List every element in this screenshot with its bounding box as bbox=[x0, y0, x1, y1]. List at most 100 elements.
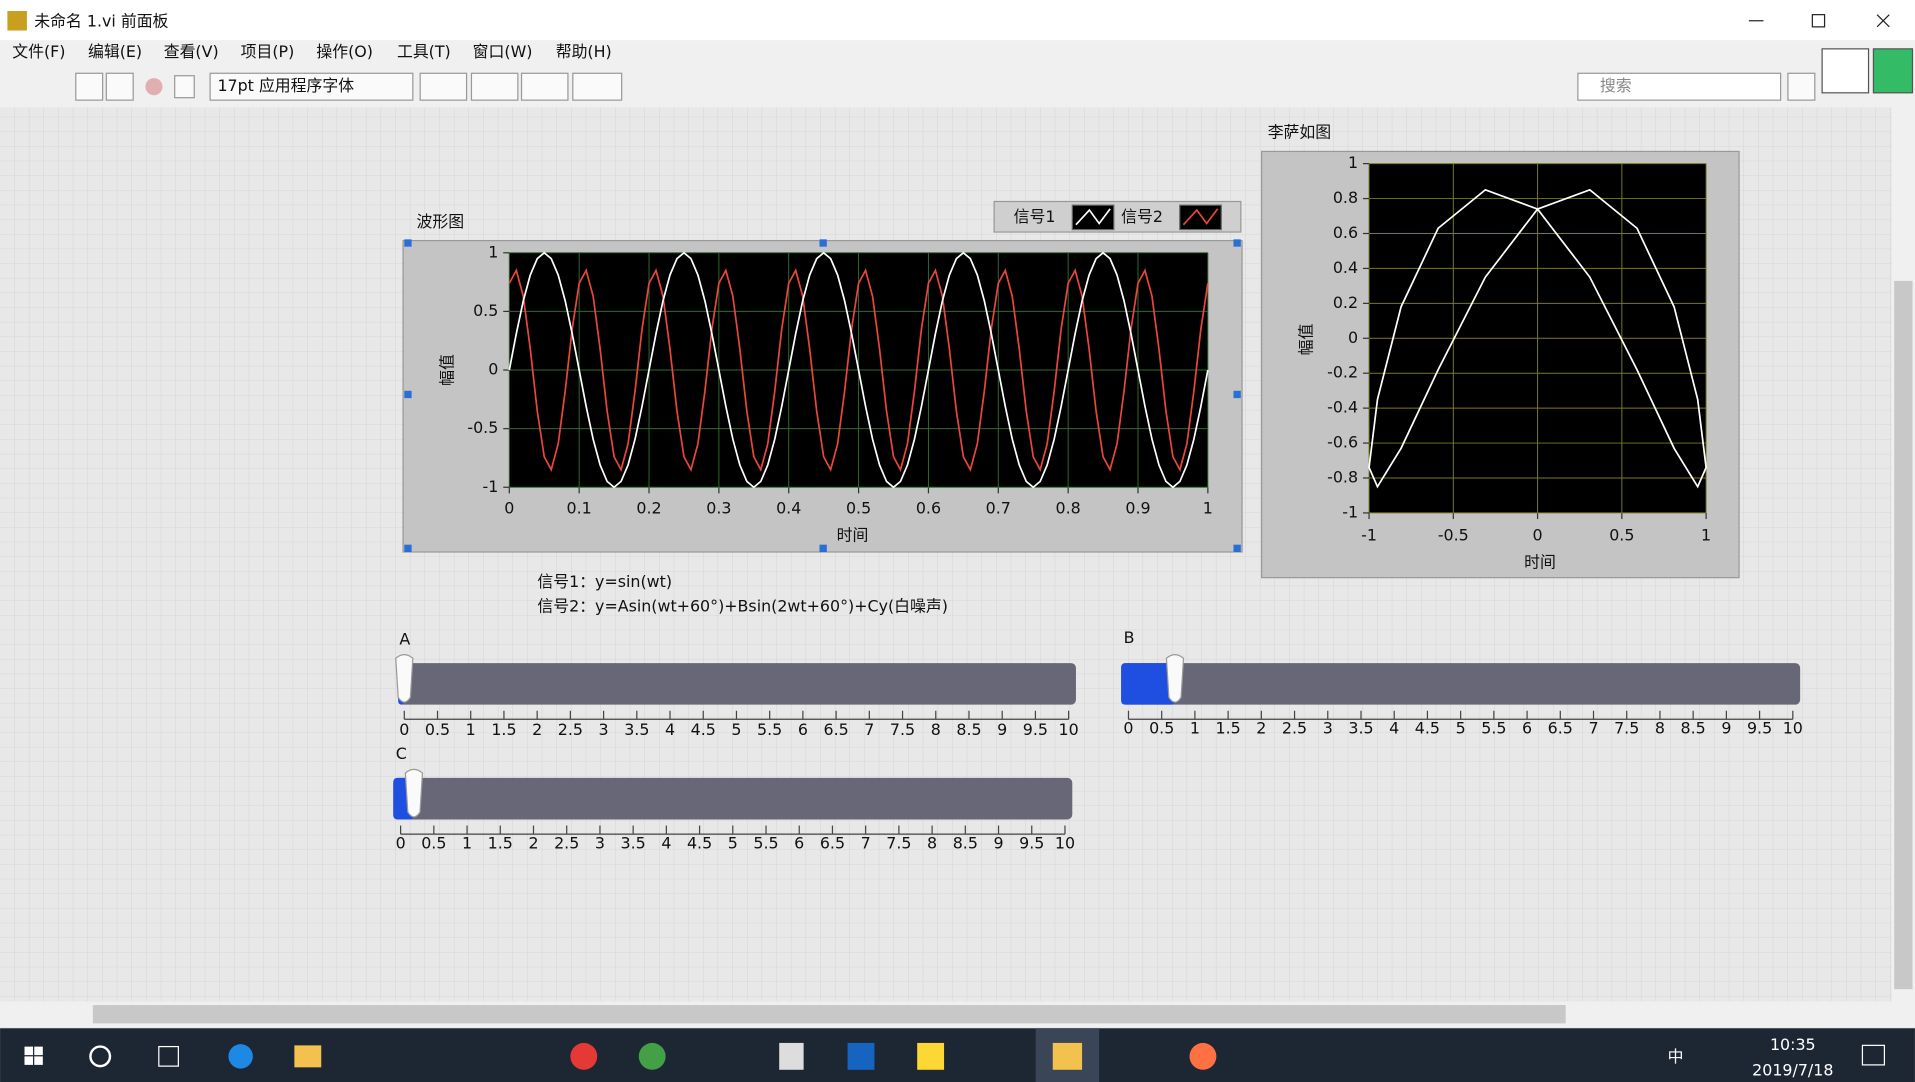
tick-label: 4 bbox=[661, 833, 671, 852]
menu-item[interactable]: 查看(V) bbox=[164, 42, 219, 61]
note: 信号1：y=sin(wt) bbox=[537, 572, 672, 591]
tick-label: 3 bbox=[595, 833, 605, 852]
connector-pane bbox=[1822, 49, 1868, 93]
abort-button[interactable] bbox=[145, 78, 162, 95]
tick-label: 1.5 bbox=[488, 833, 513, 852]
y-tick-label: -1 bbox=[482, 477, 498, 496]
y-tick-label: 0.6 bbox=[1333, 223, 1358, 242]
explorer-icon[interactable] bbox=[294, 1045, 321, 1067]
x-tick-label: 0.7 bbox=[986, 499, 1011, 518]
calculator-icon[interactable] bbox=[779, 1043, 803, 1070]
tick-label: 7 bbox=[1588, 719, 1598, 738]
tick-label: 6 bbox=[794, 833, 804, 852]
reorder-button[interactable] bbox=[573, 73, 622, 100]
tick-label: 0 bbox=[399, 720, 409, 739]
slider-track[interactable] bbox=[398, 663, 1076, 705]
tick-label: 8 bbox=[927, 833, 937, 852]
x-tick-label: 0.9 bbox=[1125, 499, 1150, 518]
resize-handle[interactable] bbox=[1233, 545, 1240, 552]
y-tick-label: -0.2 bbox=[1327, 363, 1358, 382]
menu-item[interactable]: 操作(O) bbox=[316, 42, 373, 61]
tick-label: 3.5 bbox=[621, 833, 646, 852]
tick-label: 3 bbox=[1323, 719, 1333, 738]
slider-knob[interactable] bbox=[396, 655, 413, 703]
menu-item[interactable]: 编辑(E) bbox=[88, 42, 142, 61]
resize-handle[interactable] bbox=[820, 239, 827, 246]
menu-item[interactable]: 工具(T) bbox=[397, 42, 451, 61]
resize-handle[interactable] bbox=[820, 545, 827, 552]
tick-label: 5 bbox=[731, 720, 741, 739]
scroll-thumb[interactable] bbox=[1894, 281, 1912, 989]
slider-track[interactable] bbox=[1121, 663, 1800, 705]
chart-title: 李萨如图 bbox=[1268, 123, 1331, 142]
menu-item[interactable]: 文件(F) bbox=[12, 42, 65, 61]
tick-label: 1.5 bbox=[1216, 719, 1241, 738]
music-icon[interactable] bbox=[570, 1043, 597, 1070]
slider-knob[interactable] bbox=[1166, 655, 1183, 703]
resize-handle[interactable] bbox=[404, 391, 411, 398]
menu-item[interactable]: 项目(P) bbox=[241, 42, 295, 61]
tick-label: 8.5 bbox=[953, 833, 978, 852]
tick-label: 10 bbox=[1055, 833, 1075, 852]
notes-icon[interactable] bbox=[917, 1043, 944, 1070]
scroll-thumb[interactable] bbox=[93, 1005, 1566, 1023]
search-placeholder: 搜索 bbox=[1600, 76, 1632, 95]
tick-label: 0.5 bbox=[421, 833, 446, 852]
tick-label: 6 bbox=[798, 720, 808, 739]
tick-label: 6.5 bbox=[1548, 719, 1573, 738]
menu-item[interactable]: 帮助(H) bbox=[556, 42, 612, 61]
outlook-icon[interactable] bbox=[848, 1043, 875, 1070]
screen: 未命名 1.vi 前面板 文件(F) 编辑(E) 查看(V) 项目(P) 操作(O) 工具… bbox=[0, 0, 1915, 1082]
tick-label: 2.5 bbox=[554, 833, 579, 852]
resize-handle[interactable] bbox=[404, 239, 411, 246]
x-tick-label: 0.5 bbox=[1609, 526, 1634, 545]
x-tick-label: 0.2 bbox=[636, 499, 661, 518]
x-tick-label: 0.5 bbox=[846, 499, 871, 518]
pause-button[interactable] bbox=[175, 76, 195, 98]
tick-label: 4 bbox=[1389, 719, 1399, 738]
clock-time[interactable]: 10:35 bbox=[1770, 1035, 1816, 1054]
run-button[interactable] bbox=[76, 73, 103, 100]
window-title: 未命名 1.vi 前面板 bbox=[34, 11, 168, 30]
tick-label: 1 bbox=[466, 720, 476, 739]
tick-label: 9.5 bbox=[1019, 833, 1044, 852]
labview-icon[interactable] bbox=[1053, 1043, 1082, 1070]
edge-icon[interactable] bbox=[228, 1044, 252, 1068]
y-tick-label: -0.8 bbox=[1327, 467, 1358, 486]
slider-label: B bbox=[1124, 628, 1135, 647]
resize-handle[interactable] bbox=[404, 545, 411, 552]
tick-label: 6.5 bbox=[823, 720, 848, 739]
menu-item[interactable]: 窗口(W) bbox=[473, 42, 533, 61]
y-tick-label: -1 bbox=[1342, 502, 1358, 521]
slider-track[interactable] bbox=[393, 778, 1072, 820]
resize-handle[interactable] bbox=[1233, 391, 1240, 398]
slider-knob[interactable] bbox=[405, 769, 422, 817]
tick-label: 2.5 bbox=[558, 720, 583, 739]
tick-label: 2.5 bbox=[1282, 719, 1307, 738]
tick-label: 9 bbox=[997, 720, 1007, 739]
tick-label: 3 bbox=[599, 720, 609, 739]
x-tick-label: 1 bbox=[1203, 499, 1213, 518]
x-axis-label: 时间 bbox=[1524, 552, 1556, 571]
distribute-button[interactable] bbox=[471, 73, 517, 100]
legend-label: 信号1 bbox=[1014, 207, 1056, 226]
align-button[interactable] bbox=[420, 73, 466, 100]
help-button[interactable] bbox=[1788, 73, 1815, 100]
y-axis-label: 幅值 bbox=[1296, 323, 1315, 355]
y-tick-label: 1 bbox=[1348, 153, 1358, 172]
app-icon bbox=[7, 11, 27, 31]
font-name: 17pt 应用程序字体 bbox=[217, 76, 354, 95]
tick-label: 4.5 bbox=[1415, 719, 1440, 738]
run-continuous-button[interactable] bbox=[106, 73, 133, 100]
tick-label: 6 bbox=[1522, 719, 1532, 738]
y-tick-label: 1 bbox=[488, 242, 498, 261]
note: 信号2：y=Asin(wt+60°)+Bsin(2wt+60°)+Cy(白噪声) bbox=[537, 596, 948, 615]
resize-handle[interactable] bbox=[1233, 239, 1240, 246]
clock-date[interactable]: 2019/7/18 bbox=[1752, 1061, 1833, 1080]
ime-indicator[interactable]: 中 bbox=[1668, 1047, 1684, 1066]
legend-label: 信号2 bbox=[1121, 207, 1163, 226]
tick-label: 7.5 bbox=[890, 720, 915, 739]
app-icon[interactable] bbox=[1190, 1043, 1217, 1070]
wechat-icon[interactable] bbox=[639, 1043, 666, 1070]
resize-button[interactable] bbox=[522, 73, 568, 100]
